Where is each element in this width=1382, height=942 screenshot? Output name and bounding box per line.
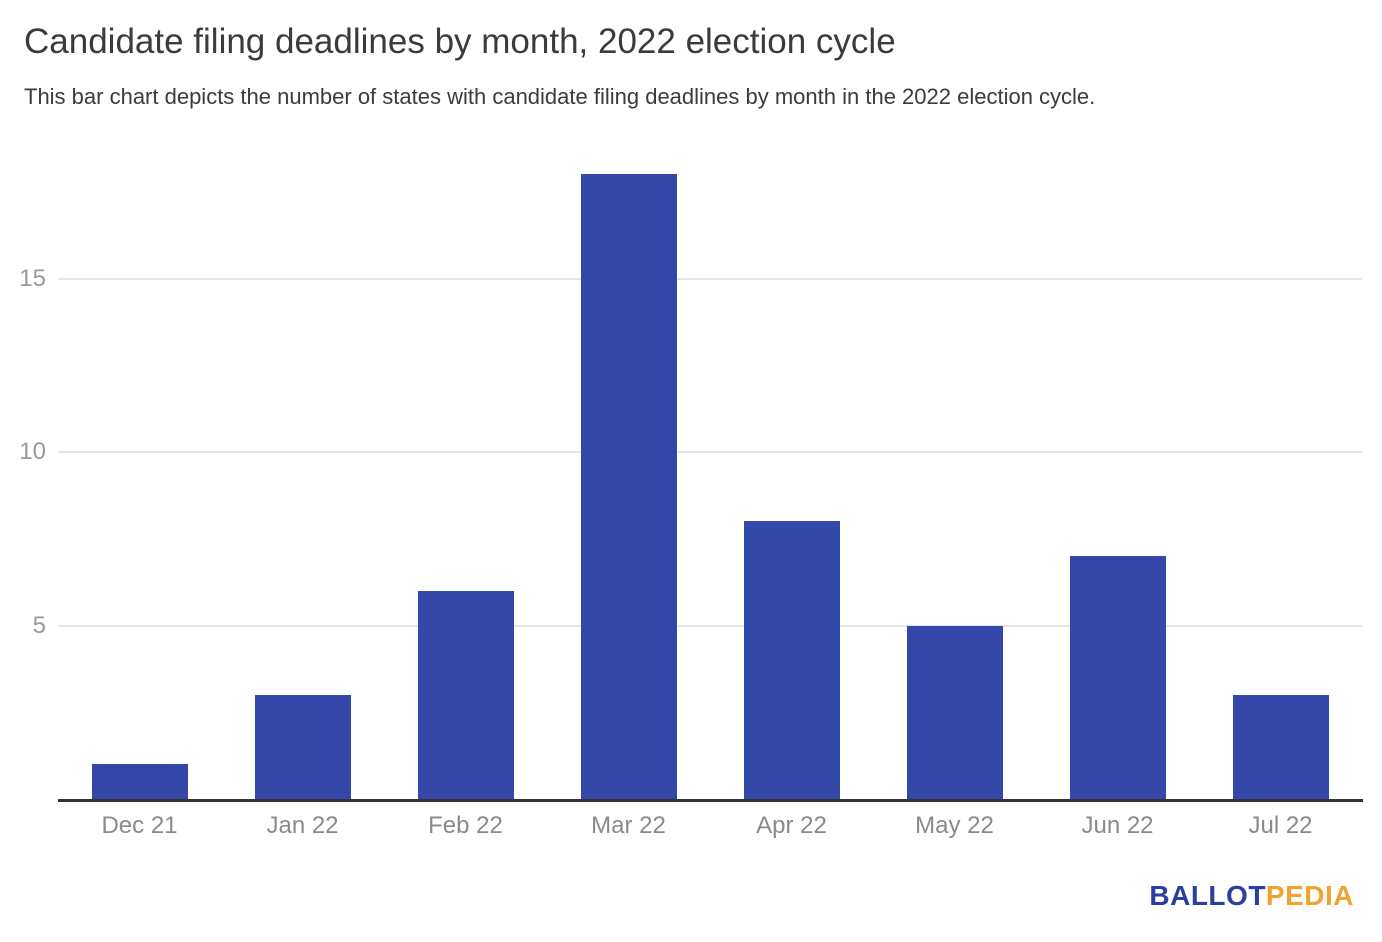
chart-subtitle: This bar chart depicts the number of sta… xyxy=(24,84,1096,109)
x-tick-label: Jul 22 xyxy=(1248,812,1313,839)
y-tick-label: 15 xyxy=(19,264,46,292)
y-tick-label: 5 xyxy=(32,611,46,639)
x-tick-label: May 22 xyxy=(915,812,994,839)
gridline xyxy=(58,624,1362,627)
bar-jul-22 xyxy=(1232,694,1329,799)
bar-mar-22 xyxy=(580,174,677,799)
logo-text-pedia: PEDIA xyxy=(1265,880,1354,911)
bar-column xyxy=(384,150,547,799)
ballotpedia-logo: BALLOTPEDIA xyxy=(1149,880,1354,912)
bar-may-22 xyxy=(906,625,1003,799)
bar-column xyxy=(547,150,710,799)
x-axis-labels: Dec 21 Jan 22 Feb 22 Mar 22 Apr 22 May 22 Jun … xyxy=(58,812,1362,840)
x-axis-line xyxy=(58,799,1363,802)
bar-column xyxy=(221,150,384,799)
bars-area xyxy=(58,150,1362,799)
bar-dec-21 xyxy=(91,764,188,799)
gridline xyxy=(58,277,1362,280)
logo-text-ballot: BALLOT xyxy=(1149,880,1266,911)
bar-apr-22 xyxy=(743,521,840,799)
gridline xyxy=(58,451,1362,453)
x-tick-label: Apr 22 xyxy=(756,812,827,839)
bar-column xyxy=(873,150,1036,799)
bar-jan-22 xyxy=(254,694,351,799)
y-tick-label: 10 xyxy=(19,438,46,465)
x-tick-label: Mar 22 xyxy=(591,812,666,839)
x-tick-label: Dec 21 xyxy=(101,812,178,839)
chart-title: Candidate filing deadlines by month, 202… xyxy=(24,22,896,61)
bar-column xyxy=(710,150,873,799)
bar-column xyxy=(58,150,221,799)
x-tick-label: Jan 22 xyxy=(266,812,339,839)
x-tick-label: Feb 22 xyxy=(428,812,503,839)
bar-feb-22 xyxy=(417,590,514,799)
bar-column xyxy=(1199,150,1362,799)
bar-jun-22 xyxy=(1069,556,1166,799)
bar-column xyxy=(1036,150,1199,799)
x-tick-label: Jun 22 xyxy=(1081,812,1154,839)
